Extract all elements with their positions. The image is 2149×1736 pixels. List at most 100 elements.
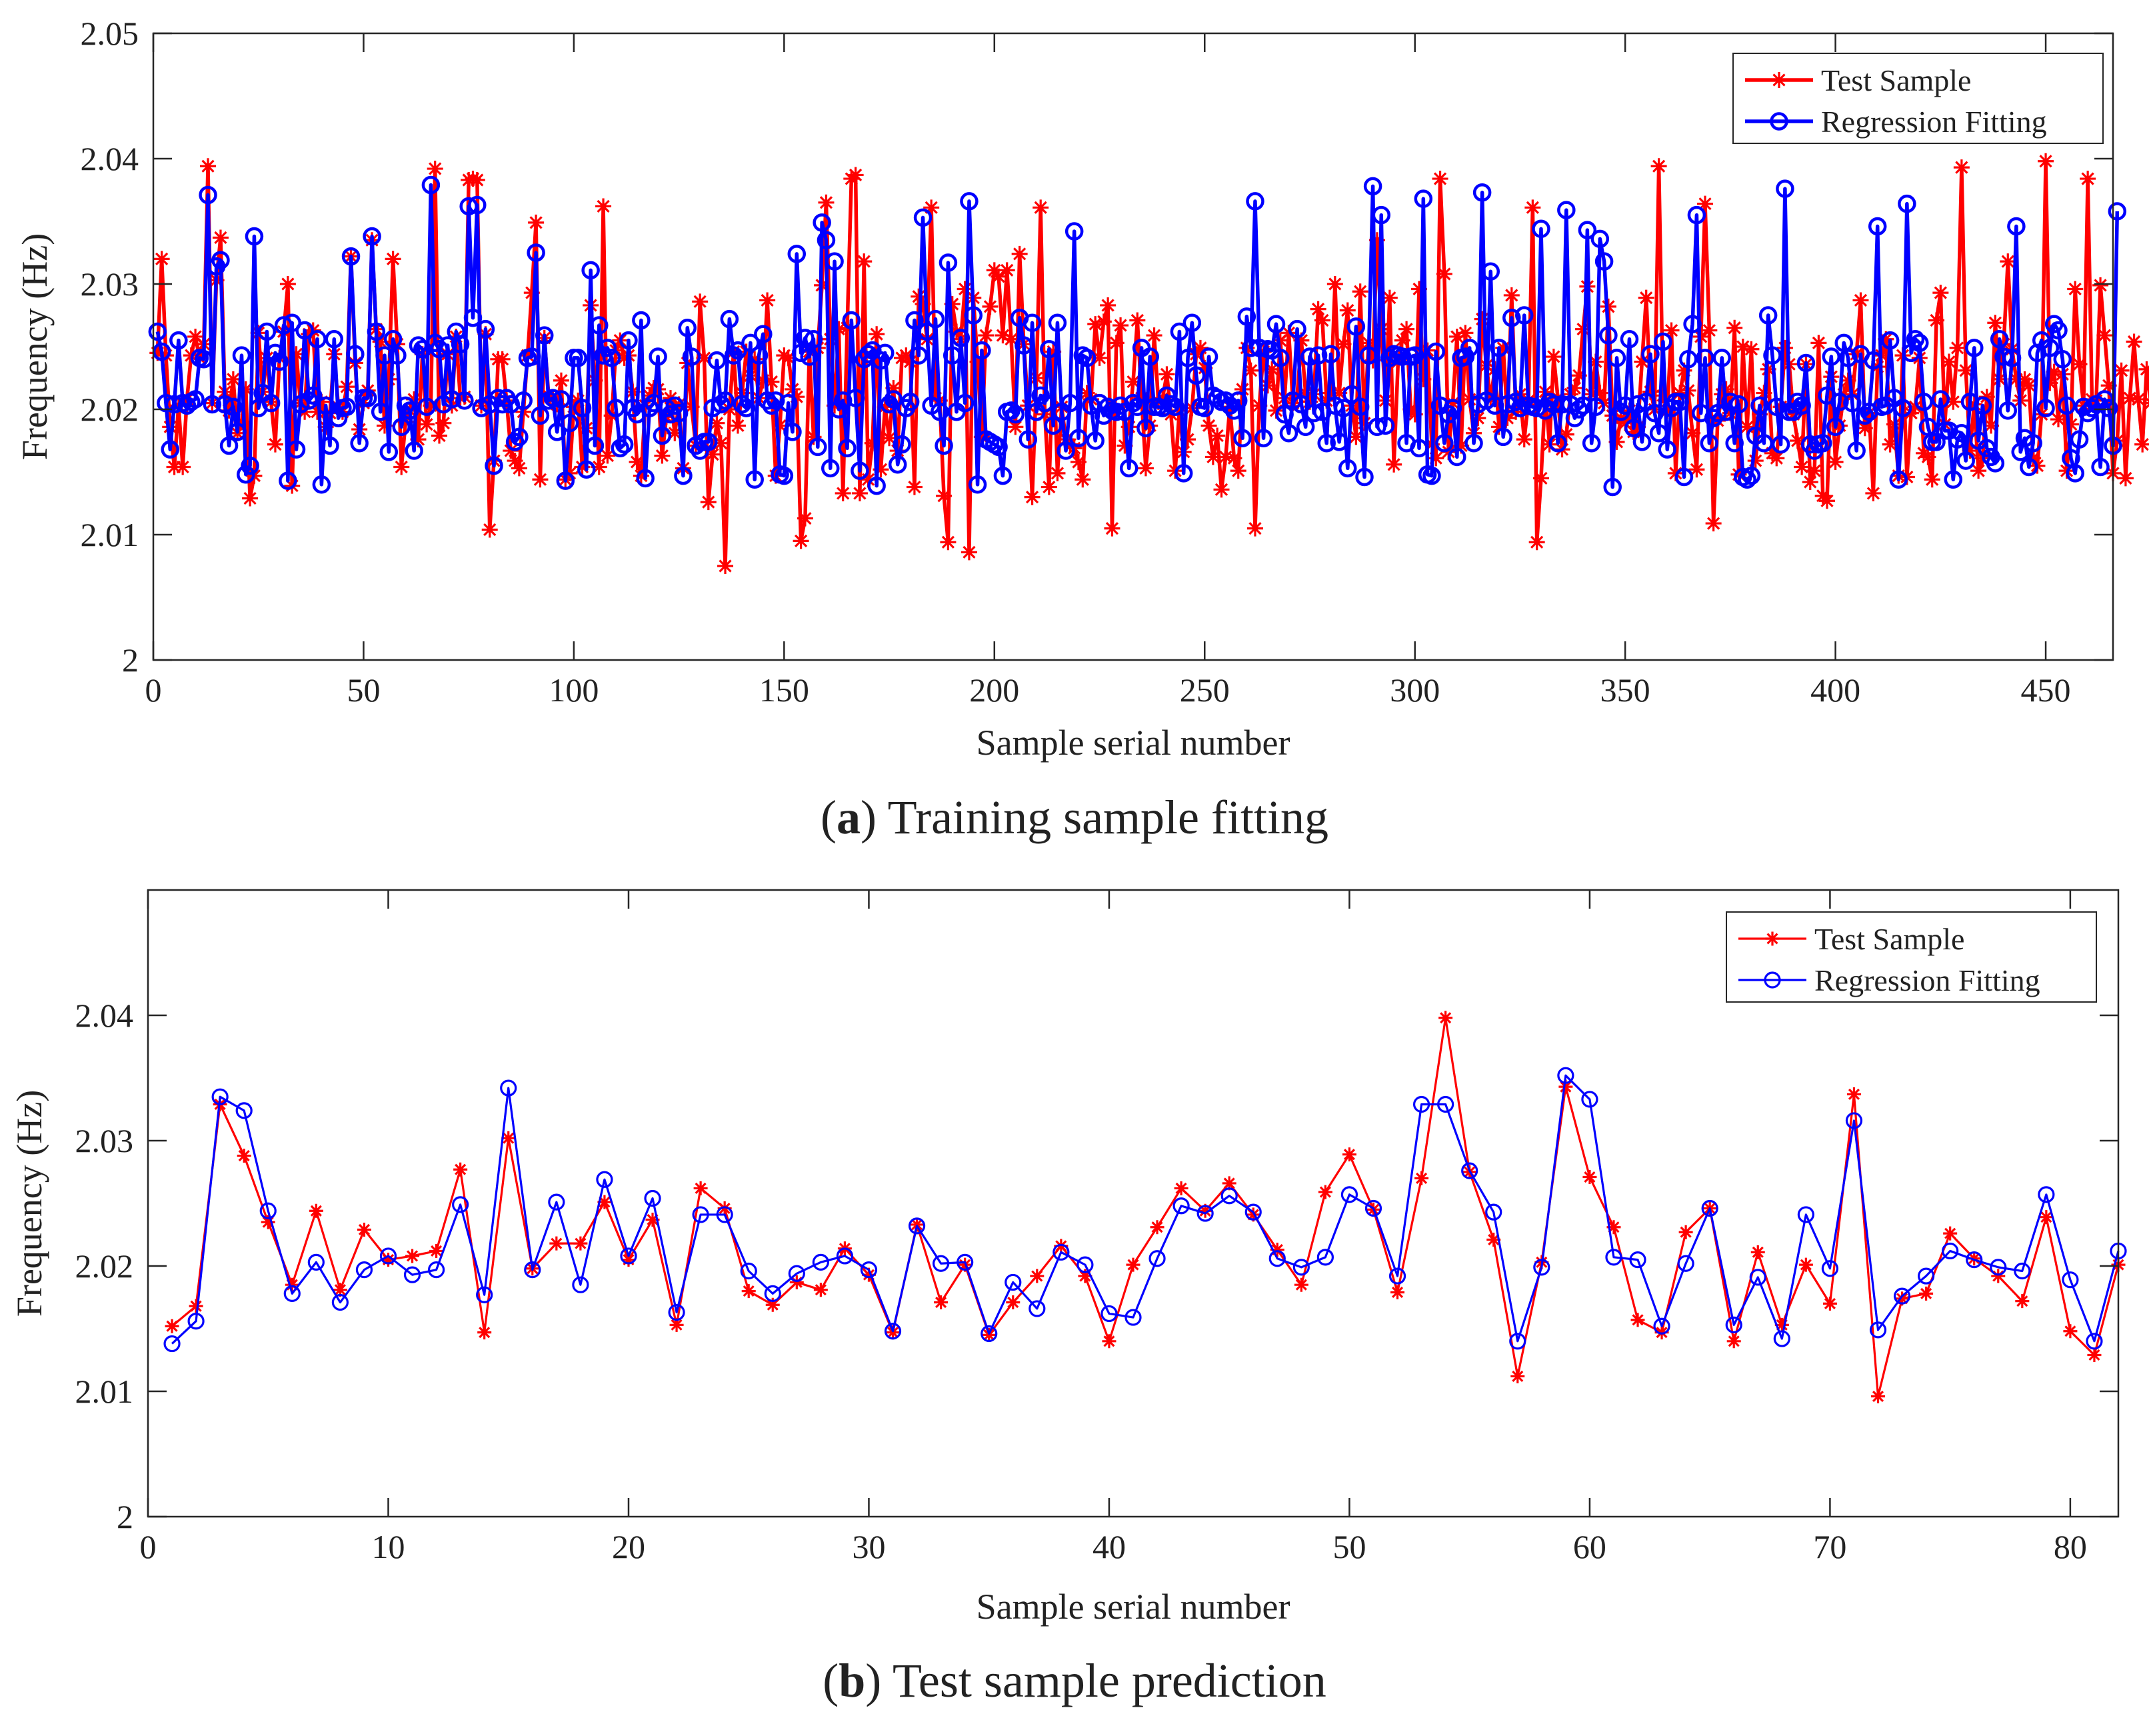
- data-point-circle: [1701, 1199, 1718, 1217]
- data-point-star: [831, 321, 847, 337]
- data-point-circle: [1552, 395, 1572, 414]
- data-point-star: [1949, 339, 1966, 356]
- data-point-circle: [1822, 347, 1841, 366]
- data-point-circle: [1763, 346, 1782, 365]
- data-point-circle: [1485, 1203, 1502, 1221]
- data-point-circle: [1053, 1243, 1070, 1261]
- data-point-star: [1270, 1243, 1284, 1257]
- data-point-circle: [1616, 396, 1634, 415]
- data-point-circle: [1594, 252, 1614, 271]
- data-point-circle: [880, 395, 899, 414]
- legend-box: [1726, 911, 2097, 1003]
- data-point-circle: [926, 309, 945, 329]
- data-point-star: [999, 262, 1015, 279]
- data-point-star: [511, 460, 527, 477]
- data-point-star: [1230, 463, 1246, 479]
- data-point-star: [654, 447, 671, 464]
- data-point-circle: [1845, 1112, 1863, 1129]
- data-point-circle: [1687, 205, 1706, 225]
- data-point-star: [1217, 449, 1234, 465]
- data-point-circle: [913, 208, 933, 227]
- data-point-circle: [259, 1202, 277, 1219]
- data-point-star: [1474, 311, 1490, 327]
- y-axis-label: Frequency (Hz): [9, 1090, 49, 1317]
- data-point-circle: [682, 347, 701, 366]
- data-point-star: [1198, 1203, 1212, 1218]
- data-point-star: [1041, 479, 1057, 495]
- data-point-circle: [812, 1253, 829, 1271]
- data-point-star: [1705, 515, 1722, 532]
- data-point-circle: [787, 245, 807, 263]
- data-point-circle: [711, 395, 731, 414]
- data-point-circle: [2036, 399, 2055, 417]
- data-point-star: [1798, 1257, 1813, 1272]
- data-point-circle: [203, 395, 222, 414]
- data-point-star: [1339, 302, 1356, 319]
- data-point-circle: [1296, 417, 1315, 437]
- data-point-star: [1280, 325, 1297, 341]
- data-point-star: [573, 1236, 588, 1251]
- data-point-star: [1592, 385, 1608, 401]
- data-point-star: [709, 415, 725, 431]
- data-point-star: [477, 1325, 492, 1340]
- data-point-circle: [1006, 405, 1025, 424]
- data-point-circle: [981, 1325, 998, 1343]
- data-point-circle: [2040, 339, 2060, 357]
- data-point-star: [1070, 453, 1086, 470]
- data-point-circle: [1340, 1186, 1358, 1203]
- data-point-circle: [1460, 339, 1479, 357]
- data-point-star: [1978, 389, 1995, 405]
- data-point-star: [1774, 1317, 1789, 1332]
- data-point-circle: [1426, 342, 1445, 361]
- data-point-star: [1078, 1269, 1092, 1283]
- data-point-circle: [1645, 403, 1664, 423]
- data-point-star: [693, 1181, 708, 1195]
- data-point-star: [1100, 297, 1116, 313]
- data-point-circle: [669, 403, 689, 423]
- data-point-circle: [590, 316, 609, 335]
- data-point-star: [1831, 417, 1848, 434]
- data-point-circle: [1813, 434, 1832, 453]
- data-point-circle: [270, 352, 289, 371]
- data-point-circle: [1279, 423, 1298, 443]
- data-point-star: [1003, 331, 1020, 347]
- data-point-star: [747, 351, 763, 367]
- data-point-circle: [1422, 466, 1441, 485]
- data-point-star: [149, 345, 166, 361]
- data-point-star: [267, 436, 283, 453]
- data-point-star: [885, 380, 902, 397]
- data-point-circle: [279, 471, 297, 490]
- data-point-circle: [1965, 339, 1984, 357]
- data-point-star: [1030, 1269, 1045, 1283]
- data-point-star: [629, 453, 645, 470]
- data-point-circle: [2014, 1262, 2031, 1280]
- data-point-star: [1852, 292, 1869, 309]
- data-point-star: [313, 393, 330, 410]
- data-point-circle: [1910, 333, 1929, 353]
- data-point-star: [978, 327, 995, 344]
- data-point-star: [776, 347, 793, 364]
- data-point-circle: [2070, 430, 2089, 449]
- data-point-circle: [379, 443, 399, 461]
- data-point-star: [2015, 1294, 2030, 1309]
- data-point-star: [1606, 1220, 1621, 1235]
- data-point-circle: [1346, 317, 1366, 336]
- data-point-star: [1102, 1334, 1116, 1349]
- data-point-circle: [1771, 435, 1790, 454]
- data-point-star: [1386, 456, 1402, 473]
- data-point-star: [153, 251, 170, 267]
- data-point-star: [2016, 371, 2033, 387]
- data-point-star: [886, 1325, 901, 1340]
- data-point-circle: [560, 413, 579, 433]
- data-point-star: [1394, 332, 1410, 349]
- data-point-circle: [312, 475, 331, 494]
- data-point-circle: [1632, 433, 1652, 451]
- plot-frame: [147, 889, 2120, 1518]
- data-point-star: [553, 372, 569, 389]
- data-point-circle: [1502, 309, 1521, 327]
- data-point-star: [1326, 276, 1343, 292]
- data-point-star: [501, 1131, 516, 1145]
- data-point-star: [877, 399, 893, 415]
- data-point-circle: [235, 1102, 253, 1119]
- data-point-star: [1087, 316, 1104, 333]
